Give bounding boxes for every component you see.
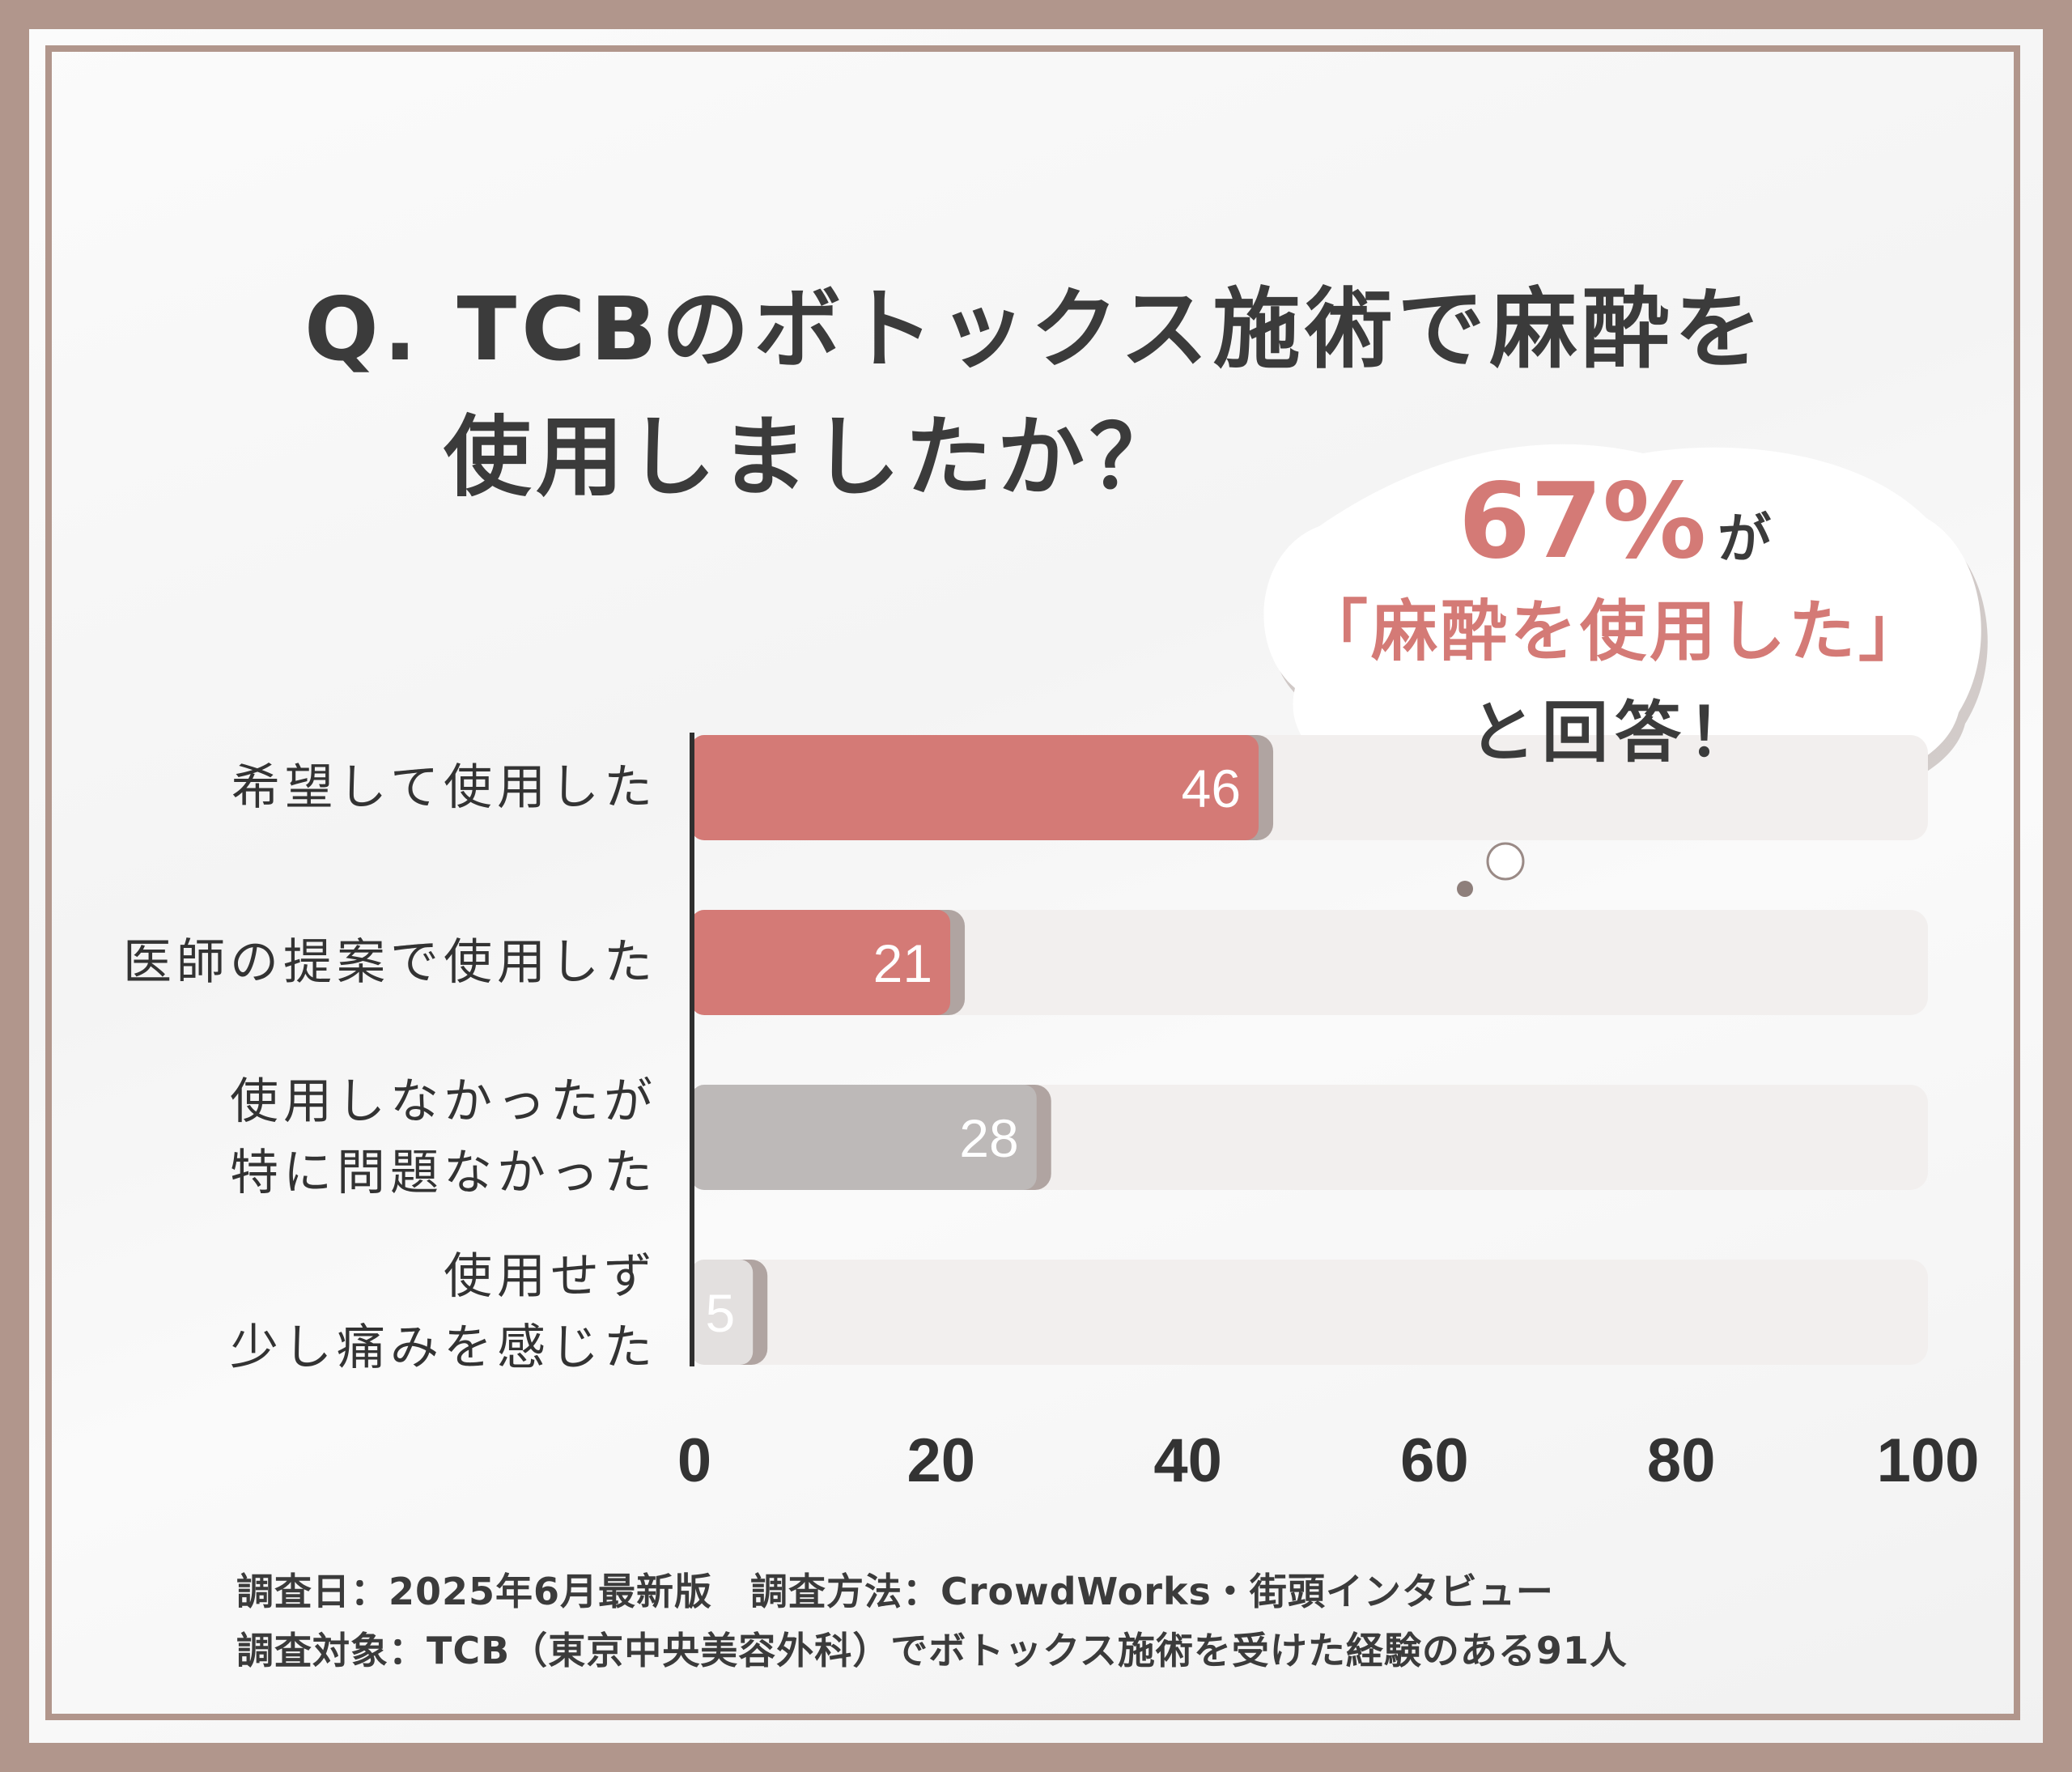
bubble-body: [1263, 444, 1981, 822]
bar: [691, 735, 1259, 840]
inner-frame: [45, 45, 2020, 1720]
bar-value-label: 5: [705, 1283, 735, 1343]
category-label: 希望して使用した: [231, 759, 657, 816]
chart-title-line-1: Q. TCBのボトックス施術で麻酔を: [304, 279, 1767, 380]
callout-suffix: が: [1717, 508, 1772, 570]
category-label: 使用しなかったが 特に問題なかった: [230, 1073, 657, 1201]
chart-card: [29, 29, 2043, 1743]
bubble-dot-small: [1457, 881, 1473, 897]
bar-track: [694, 1260, 1928, 1365]
callout-quote: 「麻酔を使用した」: [1301, 593, 1928, 670]
callout-percent: 67%: [1458, 461, 1707, 582]
callout-text: 67% が 「麻酔を使用した」 と回答！: [1263, 461, 1967, 775]
bar: [691, 1085, 1037, 1190]
bar: [691, 1260, 754, 1365]
bubble-dot-large: [1486, 842, 1525, 881]
chart-title-line-2: 使用しましたか？: [444, 407, 1182, 508]
x-tick-label: 20: [907, 1426, 976, 1495]
x-tick-label: 0: [677, 1426, 711, 1495]
footer-line-2: 調査対象：TCB（東京中央美容外科）でボトックス施術を受けた経験のある91人: [236, 1629, 1628, 1672]
bar: [691, 910, 951, 1015]
footer-line-1: 調査日：2025年6月最新版 調査方法：CrowdWorks・街頭インタビュー: [236, 1570, 1554, 1613]
x-tick-label: 100: [1877, 1426, 1980, 1495]
category-label: 使用せず 少し痛みを感じた: [230, 1248, 657, 1376]
x-tick-label: 60: [1400, 1426, 1469, 1495]
bar-value-label: 28: [959, 1108, 1018, 1168]
bar-track: [694, 910, 1928, 1015]
callout-tail: と回答！: [1468, 695, 1760, 771]
x-tick-label: 40: [1153, 1426, 1222, 1495]
bar-value-label: 46: [1182, 759, 1241, 818]
bar-value-label: 21: [873, 933, 932, 993]
x-tick-label: 80: [1647, 1426, 1716, 1495]
category-label: 医師の提案で使用した: [123, 934, 657, 991]
